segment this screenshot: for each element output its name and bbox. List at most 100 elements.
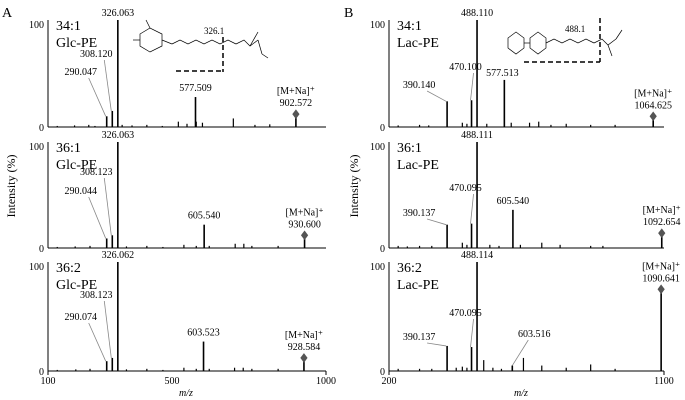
leader-line	[470, 193, 474, 224]
peak-label: 902.572	[280, 98, 313, 109]
leader-line	[426, 218, 447, 226]
spectrum-a-36-2: 0 100 36:2 Glc-PE 290.074 308.123 326.062 603.5…	[29, 250, 327, 378]
class-label: Glc-PE	[56, 36, 97, 51]
peak-label: 605.540	[497, 196, 530, 207]
precursor-marker	[658, 228, 666, 238]
peak-label: 470.095	[449, 183, 482, 194]
spectrum-b-36-2: 0 100 36:2 Lac-PE 390.137 470.095 488.114 603.5…	[370, 250, 680, 378]
peak-label: 1064.625	[634, 100, 672, 111]
peak-label: 308.123	[80, 290, 113, 301]
peak-label: 326.063	[102, 130, 135, 141]
peak-label: 488.114	[461, 250, 493, 261]
class-label: Lac-PE	[397, 278, 439, 293]
precursor-marker	[649, 111, 657, 122]
spectrum-a-36-1: 0 100 36:1 Glc-PE 290.044 308.123 326.063 605.5…	[29, 130, 326, 255]
peak-label: 1092.654	[643, 217, 681, 228]
leader-line	[470, 72, 474, 101]
peak-label: 290.044	[64, 186, 97, 197]
lipid-label: 36:1	[397, 141, 422, 156]
peak-label: 930.600	[288, 219, 321, 230]
peak-label: 603.523	[187, 328, 220, 339]
x-tick-label-a-100: 100	[41, 376, 56, 387]
peak-label: 577.509	[179, 83, 212, 94]
class-label: Lac-PE	[397, 36, 439, 51]
x-tick-label-b-200: 200	[382, 376, 397, 387]
leader-line	[103, 177, 112, 236]
y-tick-label-0: 0	[380, 244, 385, 255]
x-tick-label-a-1000: 1000	[316, 376, 336, 387]
leader-line	[426, 90, 447, 102]
leader-line	[427, 342, 447, 347]
spectra: 0 100 34:1 Glc-PE 290.047 308.120 326.063 577.5…	[29, 8, 681, 378]
spectrum-a-34-1: 0 100 34:1 Glc-PE 290.047 308.120 326.063 577.5…	[29, 8, 326, 134]
peak-label: 326.062	[102, 250, 135, 261]
y-tick-label-0: 0	[39, 244, 44, 255]
fragment-label-a: 326.1	[204, 26, 224, 36]
x-axis-label-a: m/z	[179, 388, 193, 399]
leader-line	[88, 77, 107, 117]
leader-line	[88, 196, 107, 239]
y-tick-label-0: 0	[39, 367, 44, 378]
peak-label: 470.100	[449, 62, 482, 73]
peak-label: 326.063	[102, 8, 135, 19]
precursor-marker	[300, 230, 309, 241]
spectrum-b-34-1: 0 100 34:1 Lac-PE 390.140 470.100 488.110 577.5…	[370, 8, 672, 134]
precursor-ion-label: [M+Na]⁺	[277, 86, 315, 97]
precursor-ion-label: [M+Na]⁺	[634, 88, 672, 99]
class-label: Glc-PE	[56, 278, 97, 293]
peak-label: 390.137	[403, 208, 436, 219]
y-tick-label-100: 100	[370, 20, 385, 31]
y-tick-label-100: 100	[29, 20, 44, 31]
leader-line	[103, 59, 112, 112]
lipid-label: 36:2	[56, 261, 81, 276]
y-tick-label-100: 100	[29, 142, 44, 153]
y-tick-label-0: 0	[39, 123, 44, 134]
precursor-ion-label: [M+Na]⁺	[642, 261, 680, 272]
y-tick-label-0: 0	[380, 123, 385, 134]
peak-label: 290.074	[64, 312, 97, 323]
peak-label: 308.123	[80, 167, 113, 178]
lipid-label: 36:2	[397, 261, 422, 276]
precursor-marker	[657, 284, 665, 295]
y-axis-label-b: Intensity (%)	[347, 155, 361, 218]
precursor-marker	[292, 109, 300, 119]
spectrum-b-36-1: 0 100 36:1 Lac-PE 390.137 470.095 488.111 605.5…	[370, 130, 681, 255]
x-axis-label-b: m/z	[514, 388, 528, 399]
x-tick-label-a-500: 500	[165, 376, 180, 387]
peak-label: 605.540	[188, 211, 221, 222]
class-label: Lac-PE	[397, 158, 439, 173]
lipid-label: 34:1	[56, 19, 81, 34]
leader-line	[470, 318, 474, 348]
lipid-label: 34:1	[397, 19, 422, 34]
peak-label: 390.137	[403, 332, 436, 343]
peak-label: 928.584	[288, 342, 321, 353]
precursor-ion-label: [M+Na]⁺	[285, 207, 323, 218]
y-tick-label-100: 100	[29, 262, 44, 273]
peak-label: 603.516	[518, 329, 551, 340]
peak-label: 577.513	[486, 68, 519, 79]
class-label: Glc-PE	[56, 158, 97, 173]
peak-label: 470.095	[449, 308, 482, 319]
y-axis-label-a: Intensity (%)	[4, 155, 18, 218]
fragment-label-b: 488.1	[565, 24, 585, 34]
y-tick-label-100: 100	[370, 142, 385, 153]
x-tick-label-b-1100: 1100	[654, 376, 674, 387]
precursor-marker	[300, 353, 308, 363]
structure-lac-pe	[507, 29, 623, 57]
lipid-label: 36:1	[56, 141, 81, 156]
y-tick-label-0: 0	[380, 367, 385, 378]
peak-label: 488.110	[461, 8, 493, 19]
peak-label: 1090.641	[642, 273, 680, 284]
peak-label: 488.111	[461, 130, 493, 141]
leader-line	[88, 322, 107, 362]
panel-letter-a: A	[2, 6, 13, 21]
peak-label: 308.120	[80, 49, 113, 60]
peak-label: 290.047	[64, 67, 97, 78]
leader-line	[511, 339, 529, 366]
precursor-ion-label: [M+Na]⁺	[643, 205, 681, 216]
y-tick-label-100: 100	[370, 262, 385, 273]
panel-letter-b: B	[344, 6, 353, 21]
structure-glc-pe	[133, 19, 269, 59]
peak-label: 390.140	[403, 80, 436, 91]
